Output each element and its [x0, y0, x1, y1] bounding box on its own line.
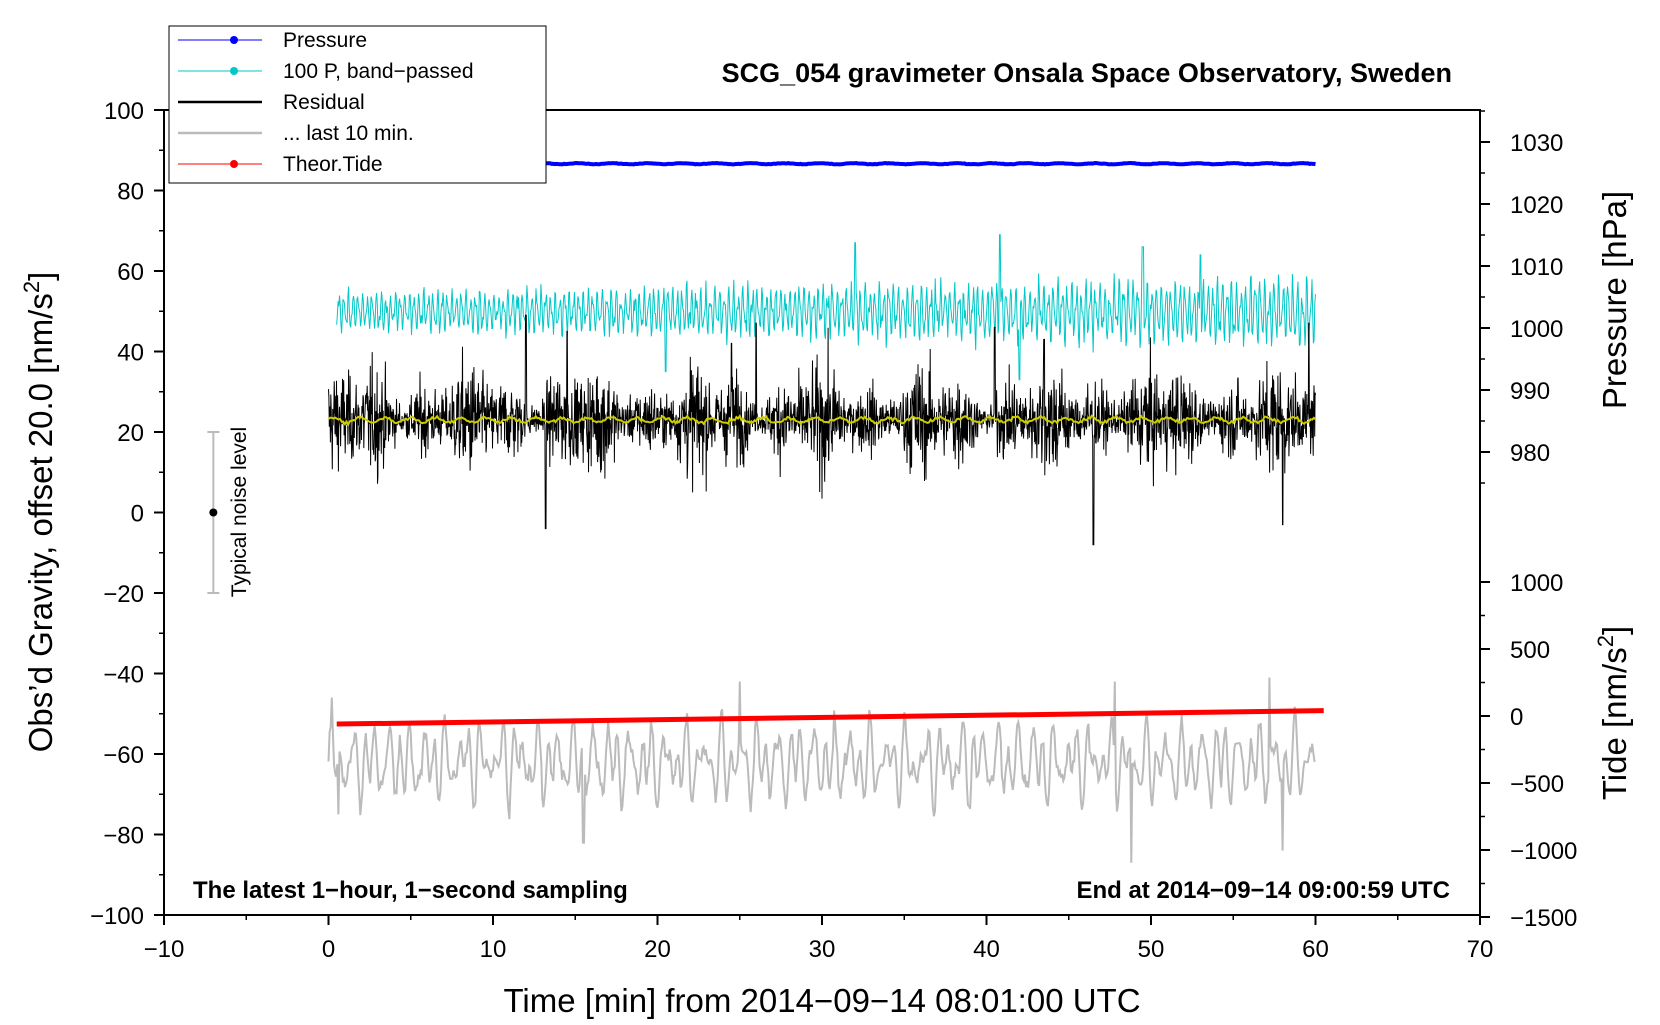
y-left-tick-label: 0 — [131, 501, 144, 528]
legend-label: Residual — [283, 91, 365, 114]
y-tide-tick-label: −1500 — [1510, 905, 1577, 932]
y-axis-label-left: Obs’d Gravity, offset 20.0 [nm/s2] — [19, 272, 59, 753]
residual-series-layer — [328, 314, 1316, 546]
y-pressure-tick-label: 1000 — [1510, 316, 1563, 343]
pressure-line — [542, 160, 1316, 167]
legend-swatch-marker — [230, 160, 238, 168]
y-pressure-tick-label: 990 — [1510, 378, 1550, 405]
left-axis-ticks: 100 80 60 40 20 0 −20 −40 −60 −80 −100 — [90, 98, 164, 930]
legend-item: ... last 10 min. — [178, 122, 414, 145]
y-left-tick-label: −80 — [103, 823, 144, 850]
y-tide-tick-label: 500 — [1510, 637, 1550, 664]
legend-label: Theor.Tide — [283, 153, 383, 176]
y-tide-tick-label: −1000 — [1510, 838, 1577, 865]
last-10-min-series-layer — [327, 677, 1316, 863]
y-tide-tick-label: −500 — [1510, 771, 1564, 798]
y-pressure-tick-label: 980 — [1510, 440, 1550, 467]
y-tide-tick-label: 1000 — [1510, 570, 1563, 597]
noise-level-bar — [207, 431, 220, 594]
legend-item: Residual — [178, 91, 365, 114]
y-left-tick-label: 80 — [117, 179, 144, 206]
y-pressure-tick-label: 1010 — [1510, 254, 1563, 281]
pressure-series-layer — [542, 160, 1316, 167]
y-axis-label-tide: Tide [nm/s2] — [1593, 626, 1633, 800]
legend-item: 100 P, band−passed — [178, 60, 474, 83]
legend-box — [168, 25, 547, 184]
legend-swatch-marker — [230, 36, 238, 44]
legend-label: 100 P, band−passed — [283, 60, 474, 83]
x-tick-label: 60 — [1302, 936, 1329, 963]
x-tick-label: 40 — [973, 936, 1000, 963]
tide-series-layer — [336, 708, 1324, 727]
y-pressure-tick-label: 1030 — [1510, 130, 1563, 157]
x-tick-label: 0 — [322, 936, 335, 963]
last-10-min-line — [327, 677, 1316, 863]
x-tick-label: 70 — [1467, 936, 1494, 963]
residual-smoothed-layer — [327, 413, 1317, 427]
legend-label: ... last 10 min. — [283, 122, 414, 145]
y-left-tick-label: 60 — [117, 259, 144, 286]
y-left-tick-label: 20 — [117, 420, 144, 447]
noise-level-label: Typical noise level — [228, 427, 251, 597]
y-left-tick-label: 100 — [104, 98, 144, 125]
legend: Pressure 100 P, band−passed Residual ... la… — [168, 25, 547, 184]
legend-item: Theor.Tide — [178, 153, 383, 176]
x-axis-label: Time [min] from 2014−09−14 08:01:00 UTC — [503, 982, 1140, 1019]
chart-title: SCG_054 gravimeter Onsala Space Observat… — [722, 58, 1452, 88]
residual-line — [328, 314, 1316, 546]
y-left-tick-label: −60 — [103, 742, 144, 769]
y-pressure-tick-label: 1020 — [1510, 192, 1563, 219]
x-tick-label: 50 — [1138, 936, 1165, 963]
y-left-tick-label: −40 — [103, 662, 144, 689]
residual-smoothed-line — [327, 413, 1317, 427]
x-axis-ticks: −10 0 10 20 30 40 50 60 70 — [144, 915, 1494, 963]
y-tide-tick-label: 0 — [1510, 704, 1523, 731]
y-left-tick-label: −20 — [103, 581, 144, 608]
y-axis-label-pressure: Pressure [hPa] — [1596, 191, 1633, 409]
annotation-sampling: The latest 1−hour, 1−second sampling — [193, 877, 628, 904]
x-tick-label: 10 — [480, 936, 507, 963]
legend-label: Pressure — [283, 29, 367, 52]
x-tick-label: 20 — [644, 936, 671, 963]
x-tick-label: 30 — [809, 936, 836, 963]
band-passed-line — [336, 234, 1316, 381]
legend-item: Pressure — [178, 29, 367, 52]
band-passed-series-layer — [336, 234, 1316, 381]
theor-tide-line — [336, 708, 1324, 727]
legend-swatch-marker — [230, 67, 238, 75]
y-left-tick-label: −100 — [90, 903, 144, 930]
x-tick-label: −10 — [144, 936, 185, 963]
right-axis-ticks: 1030 1020 1010 1000 990 980 1000 500 0 −500 −1000 −… — [1480, 110, 1577, 932]
annotation-end-time: End at 2014−09−14 09:00:59 UTC — [1076, 877, 1450, 904]
noise-bar-center-dot — [209, 508, 218, 517]
y-left-tick-label: 40 — [117, 340, 144, 367]
